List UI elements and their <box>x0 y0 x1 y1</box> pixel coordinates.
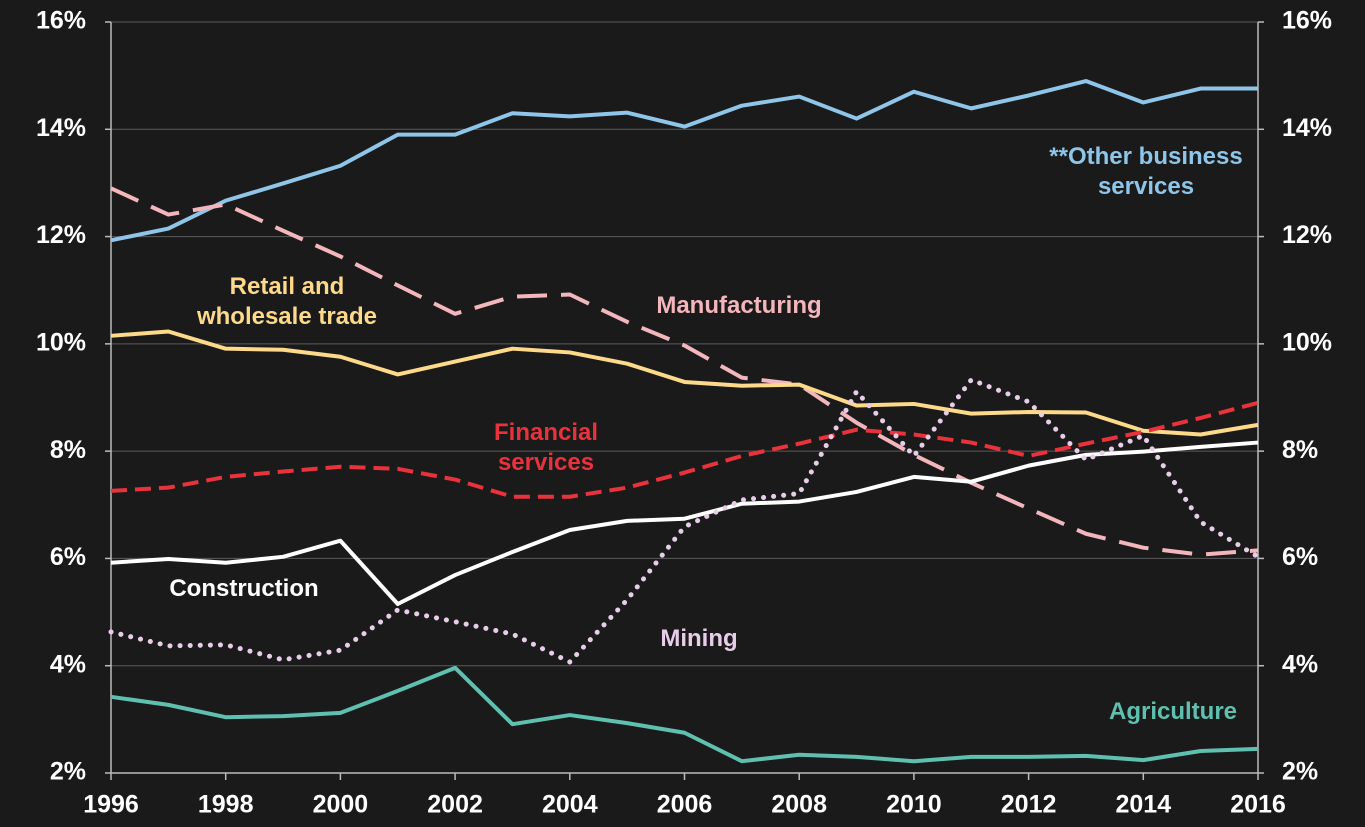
y2-tick-label: 16% <box>1282 7 1332 35</box>
x-tick-label: 2008 <box>771 791 827 819</box>
y2-tick-label: 4% <box>1282 650 1318 678</box>
y2-tick-label: 8% <box>1282 436 1318 464</box>
x-tick-label: 2002 <box>427 791 483 819</box>
x-tick-label: 2004 <box>542 791 598 819</box>
series-line <box>110 186 1259 557</box>
series-line <box>110 79 1258 243</box>
y2-tick-label: 10% <box>1282 328 1332 356</box>
y2-tick-label: 12% <box>1282 221 1332 249</box>
x-tick-label: 2016 <box>1230 791 1286 819</box>
series-label: Financial services <box>493 419 599 476</box>
y-tick-label: 2% <box>50 758 86 786</box>
y-tick-label: 6% <box>50 543 86 571</box>
series-line <box>110 329 1259 437</box>
series-line <box>110 665 1259 764</box>
series-label: Mining <box>660 625 738 652</box>
y2-tick-label: 2% <box>1282 758 1318 786</box>
series-label: Agriculture <box>1108 698 1237 725</box>
y-tick-label: 10% <box>36 328 86 356</box>
series-line <box>110 400 1259 499</box>
x-tick-label: 1998 <box>198 791 254 819</box>
series-line <box>110 440 1259 607</box>
y2-tick-label: 6% <box>1282 543 1318 571</box>
series-label: Construction <box>169 575 319 602</box>
y-tick-label: 14% <box>36 114 86 142</box>
x-tick-label: 2010 <box>886 791 942 819</box>
y2-tick-label: 14% <box>1282 114 1332 142</box>
x-tick-label: 2006 <box>657 791 713 819</box>
y-tick-label: 12% <box>36 221 86 249</box>
y-tick-label: 8% <box>50 436 86 464</box>
y-tick-label: 16% <box>36 7 86 35</box>
x-tick-label: 2014 <box>1115 791 1171 819</box>
x-tick-label: 2000 <box>313 791 369 819</box>
series-label: Retail and wholesale trade <box>196 273 378 330</box>
y-tick-label: 4% <box>50 650 86 678</box>
x-tick-label: 1996 <box>83 791 139 819</box>
series-label: **Other business services <box>1049 143 1243 200</box>
series-line <box>108 377 1261 665</box>
x-tick-label: 2012 <box>1001 791 1057 819</box>
series-label: Manufacturing <box>656 292 822 319</box>
